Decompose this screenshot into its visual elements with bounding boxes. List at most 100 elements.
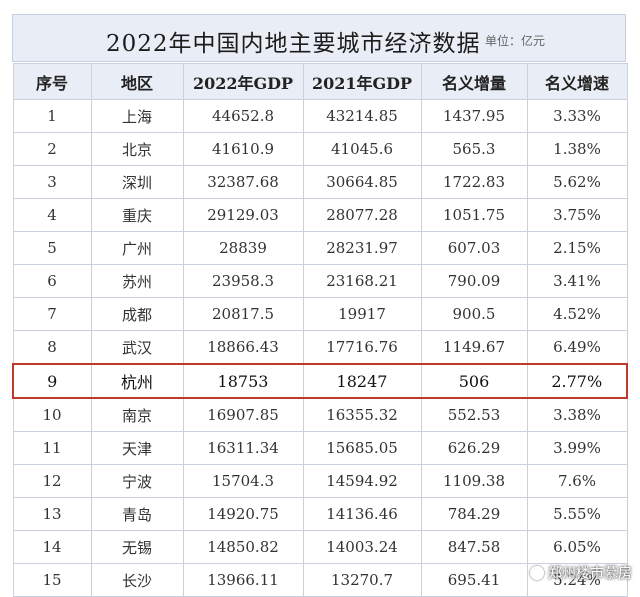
table-cell: 13	[12, 497, 92, 531]
table-cell: 3.38%	[526, 397, 628, 432]
table-cell: 无锡	[90, 530, 184, 564]
watermark-text: 郑州楼市慕房	[548, 566, 632, 582]
table-cell: 4.52%	[526, 297, 628, 331]
table-cell: 3.33%	[526, 99, 628, 133]
table-cell: 28077.28	[302, 198, 422, 232]
table-cell: 重庆	[90, 198, 184, 232]
header-cell: 2021年GDP	[302, 63, 422, 100]
watermark: 郑州楼市慕房	[530, 563, 632, 583]
table-cell: 506	[420, 363, 528, 399]
table-cell: 1149.67	[420, 330, 528, 365]
table-row: 11 天津 16311.34 15685.05 626.29 3.99%	[12, 431, 628, 465]
table-cell: 14850.82	[182, 530, 304, 564]
table-cell: 14594.92	[302, 464, 422, 498]
table-cell: 天津	[90, 431, 184, 465]
table-cell: 广州	[90, 231, 184, 265]
table-cell: 20817.5	[182, 297, 304, 331]
table-cell: 3.99%	[526, 431, 628, 465]
table-cell: 16311.34	[182, 431, 304, 465]
table-cell: 15704.3	[182, 464, 304, 498]
table-cell: 5.24%	[526, 563, 628, 597]
header-cell: 名义增量	[420, 63, 528, 100]
table-cell: 1109.38	[420, 464, 528, 498]
table-title: 2022年中国内地主要城市经济数据	[106, 31, 481, 57]
table-row: 15 长沙 13966.11 13270.7 695.41 5.24%	[12, 563, 628, 597]
table-cell: 2	[12, 132, 92, 166]
table-row: 14 无锡 14850.82 14003.24 847.58 6.05%	[12, 530, 628, 564]
table-row: 2 北京 41610.9 41045.6 565.3 1.38%	[12, 132, 628, 166]
header-cell: 名义增速	[526, 63, 628, 100]
table-row: 1 上海 44652.8 43214.85 1437.95 3.33%	[12, 99, 628, 133]
table-cell: 2.15%	[526, 231, 628, 265]
table-cell: 1722.83	[420, 165, 528, 199]
table-cell: 14920.75	[182, 497, 304, 531]
table-cell: 626.29	[420, 431, 528, 465]
table-cell: 41045.6	[302, 132, 422, 166]
table-cell: 3.75%	[526, 198, 628, 232]
table-cell: 5.62%	[526, 165, 628, 199]
header-cell: 2022年GDP	[182, 63, 304, 100]
watermark-icon	[530, 566, 544, 580]
table-cell: 宁波	[90, 464, 184, 498]
table-cell: 1437.95	[420, 99, 528, 133]
table-cell: 6.49%	[526, 330, 628, 365]
table-cell: 11	[12, 431, 92, 465]
table-cell: 1051.75	[420, 198, 528, 232]
table-cell: 1.38%	[526, 132, 628, 166]
table-row: 6 苏州 23958.3 23168.21 790.09 3.41%	[12, 264, 628, 298]
table-cell: 29129.03	[182, 198, 304, 232]
table-cell: 695.41	[420, 563, 528, 597]
table-cell: 2.77%	[526, 363, 628, 399]
table-row: 9 杭州 18753 18247 506 2.77%	[12, 363, 628, 399]
table-cell: 43214.85	[302, 99, 422, 133]
table-cell: 17716.76	[302, 330, 422, 365]
table-cell: 成都	[90, 297, 184, 331]
table-cell: 武汉	[90, 330, 184, 365]
table-row: 12 宁波 15704.3 14594.92 1109.38 7.6%	[12, 464, 628, 498]
table-cell: 19917	[302, 297, 422, 331]
table-cell: 上海	[90, 99, 184, 133]
table-cell: 4	[12, 198, 92, 232]
table-cell: 552.53	[420, 397, 528, 432]
table-cell: 14136.46	[302, 497, 422, 531]
table-cell: 16355.32	[302, 397, 422, 432]
table-cell: 12	[12, 464, 92, 498]
table-row: 3 深圳 32387.68 30664.85 1722.83 5.62%	[12, 165, 628, 199]
table-cell: 南京	[90, 397, 184, 432]
table-cell: 847.58	[420, 530, 528, 564]
table-cell: 1	[12, 99, 92, 133]
table-cell: 13270.7	[302, 563, 422, 597]
table-cell: 15	[12, 563, 92, 597]
table-row: 7 成都 20817.5 19917 900.5 4.52%	[12, 297, 628, 331]
table-cell: 深圳	[90, 165, 184, 199]
unit-label: 单位：亿元	[485, 34, 546, 48]
table-cell: 784.29	[420, 497, 528, 531]
table-cell: 18866.43	[182, 330, 304, 365]
table-cell: 15685.05	[302, 431, 422, 465]
table-cell: 8	[12, 330, 92, 365]
table-cell: 32387.68	[182, 165, 304, 199]
table-cell: 900.5	[420, 297, 528, 331]
header-cell: 地区	[90, 63, 184, 100]
table-cell: 5.55%	[526, 497, 628, 531]
table-row: 4 重庆 29129.03 28077.28 1051.75 3.75%	[12, 198, 628, 232]
table-cell: 23958.3	[182, 264, 304, 298]
header-cell: 序号	[12, 63, 92, 100]
table-cell: 苏州	[90, 264, 184, 298]
table-cell: 10	[12, 397, 92, 432]
table-cell: 28839	[182, 231, 304, 265]
table-cell: 5	[12, 231, 92, 265]
table-cell: 28231.97	[302, 231, 422, 265]
table-cell: 30664.85	[302, 165, 422, 199]
table-cell: 3	[12, 165, 92, 199]
table-cell: 7.6%	[526, 464, 628, 498]
table-cell: 565.3	[420, 132, 528, 166]
table-cell: 16907.85	[182, 397, 304, 432]
table-cell: 41610.9	[182, 132, 304, 166]
table-cell: 6	[12, 264, 92, 298]
table-cell: 18753	[182, 363, 304, 399]
table-cell: 14	[12, 530, 92, 564]
table-cell: 北京	[90, 132, 184, 166]
table-cell: 790.09	[420, 264, 528, 298]
table-cell: 青岛	[90, 497, 184, 531]
